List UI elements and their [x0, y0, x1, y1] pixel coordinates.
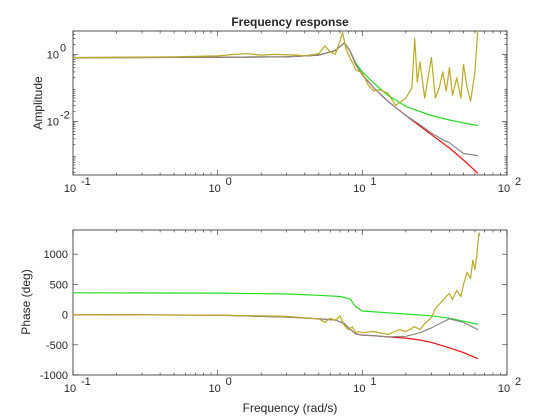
x-tick-label-exponent: 1	[370, 376, 376, 388]
phase-ticks: 10 -1 10 0 10 1 10 2 -1000 -500 0 500 1000	[40, 230, 521, 395]
phase-plot-area	[72, 229, 508, 376]
y-tick-label: -1000	[40, 370, 68, 382]
y-tick-label: 0	[62, 310, 68, 322]
y-tick-label-exponent: 0	[60, 42, 66, 54]
series-line-3	[73, 31, 479, 107]
x-tick-label: 10	[353, 183, 365, 195]
series-line-0	[73, 292, 479, 325]
amplitude-panel: Frequency response Amplitude 10-11001011…	[31, 15, 521, 195]
phase-series	[73, 232, 481, 360]
x-tick-label-exponent: -1	[81, 176, 91, 188]
phase-panel: Frequency (rad/s) Phase (deg) 10-1100101…	[19, 229, 521, 415]
series-line-3	[73, 232, 481, 336]
series-line-2	[73, 42, 479, 157]
phase-y-axis-label: Phase (deg)	[19, 269, 33, 334]
y-tick-label: 1000	[44, 249, 68, 261]
y-tick-label: 10	[47, 49, 59, 61]
x-tick-label: 10	[209, 183, 221, 195]
x-tick-label-exponent: 1	[370, 176, 376, 188]
x-tick-label-exponent: 0	[226, 176, 232, 188]
y-tick-label: -500	[46, 340, 68, 352]
amplitude-plot-area	[72, 30, 508, 176]
y-tick-label-exponent: -2	[60, 109, 70, 121]
x-tick-label: 10	[353, 383, 365, 395]
amplitude-y-axis-label: Amplitude	[31, 76, 45, 130]
x-tick-label: 10	[498, 183, 510, 195]
x-tick-label: 10	[64, 383, 76, 395]
amplitude-series	[73, 31, 479, 174]
x-tick-label: 10	[209, 383, 221, 395]
y-tick-label: 10	[47, 116, 59, 128]
y-tick-label: 500	[50, 279, 68, 291]
x-tick-label-exponent: 2	[515, 176, 521, 188]
x-tick-label-exponent: 0	[226, 376, 232, 388]
phase-x-axis-label: Frequency (rad/s)	[243, 401, 338, 415]
x-tick-label: 10	[498, 383, 510, 395]
x-tick-label-exponent: -1	[81, 376, 91, 388]
x-tick-label: 10	[64, 183, 76, 195]
amplitude-chart-title: Frequency response	[231, 15, 349, 29]
x-tick-label-exponent: 2	[515, 376, 521, 388]
